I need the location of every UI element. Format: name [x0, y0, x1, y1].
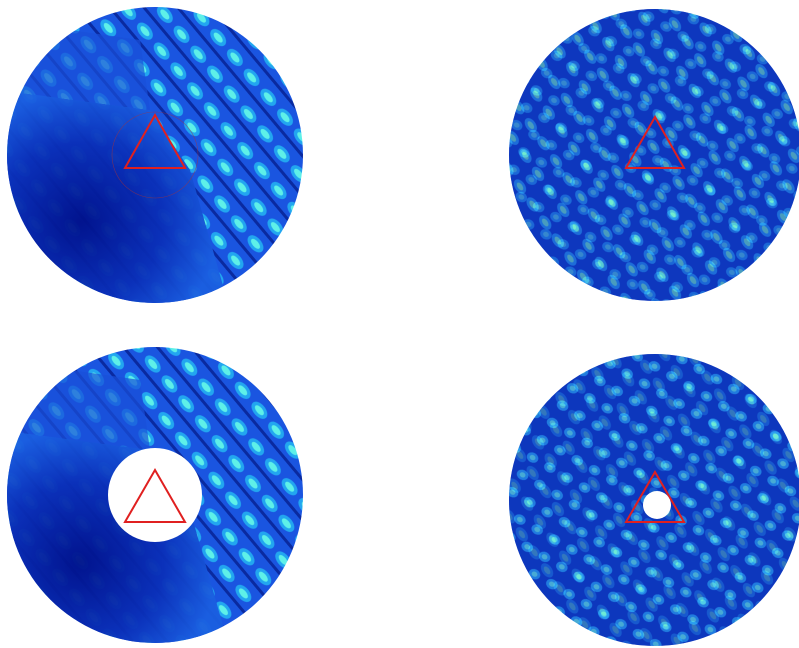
triangle	[123, 112, 187, 169]
field-top-right	[509, 9, 799, 301]
triangle	[123, 467, 187, 523]
triangle	[624, 114, 686, 169]
field-top-left	[7, 7, 303, 303]
triangle	[624, 470, 686, 523]
obstacle	[643, 491, 671, 519]
obstacle	[108, 448, 202, 542]
obstacle-outline	[111, 111, 199, 199]
